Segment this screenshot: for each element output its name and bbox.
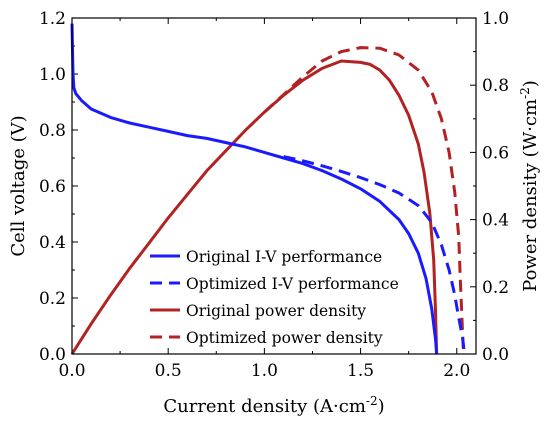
legend-item-optimized-power: Optimized power density xyxy=(150,329,383,347)
x-tick-label: 1.5 xyxy=(347,361,374,381)
y-axis-right-label: Power density (W·cm-2) xyxy=(518,80,541,292)
legend-label: Optimized I-V performance xyxy=(186,275,399,293)
y-left-tick-label: 0.2 xyxy=(39,289,66,309)
y-right-tick-label: 0.4 xyxy=(482,211,509,231)
legend-label: Original power density xyxy=(186,302,366,320)
y-left-tick-label: 1.0 xyxy=(39,65,66,85)
legend: Original I-V performance Optimized I-V p… xyxy=(150,248,399,347)
y-left-tick-label: 0.4 xyxy=(39,233,66,253)
y-right-tick-label: 0.6 xyxy=(482,143,509,163)
series-line-optimized-power-density xyxy=(263,46,465,355)
legend-item-optimized-iv: Optimized I-V performance xyxy=(150,275,399,293)
legend-label: Original I-V performance xyxy=(186,248,382,266)
x-tick-label: 1.0 xyxy=(251,361,278,381)
series-layer xyxy=(70,23,466,355)
y-left-tick-label: 0.6 xyxy=(39,177,66,197)
legend-item-original-iv: Original I-V performance xyxy=(150,248,382,266)
y-left-tick-label: 0.8 xyxy=(39,121,66,141)
x-tick-label: 0.0 xyxy=(58,361,85,381)
y-axis-left-label: Cell voltage (V) xyxy=(8,115,29,256)
legend-item-original-power: Original power density xyxy=(150,302,366,320)
series-line-optimized-i-v-performance xyxy=(283,155,466,355)
x-tick-label: 2.0 xyxy=(443,361,470,381)
y-right-tick-label: 0.0 xyxy=(482,345,509,365)
x-tick-label: 0.5 xyxy=(155,361,182,381)
y-left-tick-label: 0.0 xyxy=(39,345,66,365)
series-line-original-power-density xyxy=(70,59,439,355)
series-line-original-i-v-performance xyxy=(70,23,439,355)
legend-label: Optimized power density xyxy=(186,329,383,347)
x-axis-label: Current density (A·cm-2) xyxy=(163,394,384,417)
y-right-tick-label: 1.0 xyxy=(482,9,509,29)
y-left-tick-label: 1.2 xyxy=(39,9,66,29)
tick-labels: 0.0 0.5 1.0 1.5 2.0 0.0 0.2 0.4 0.6 0.8 1.0 1.2 0.0 0… xyxy=(39,9,509,381)
y-right-tick-label: 0.8 xyxy=(482,76,509,96)
plot-frame xyxy=(71,17,477,355)
y-right-tick-label: 0.2 xyxy=(482,278,509,298)
